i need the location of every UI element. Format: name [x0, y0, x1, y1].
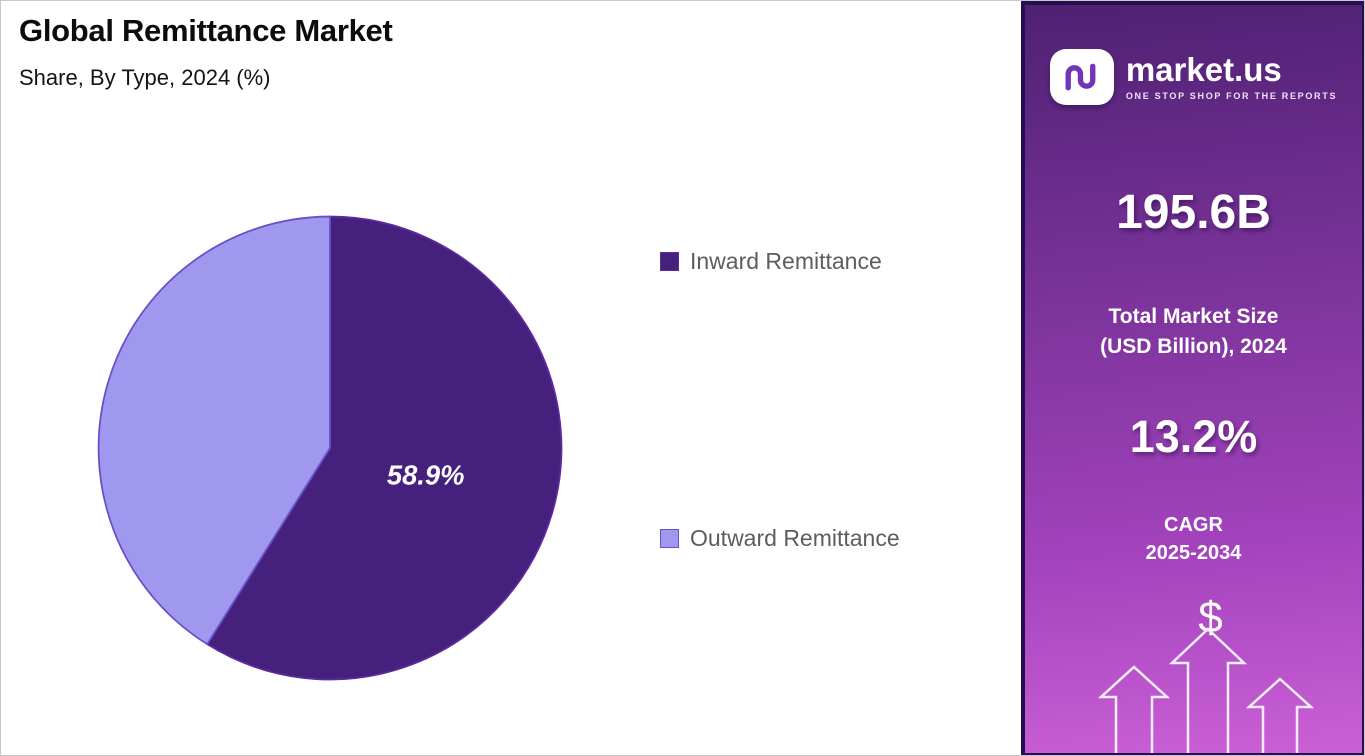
legend-swatch-outward [660, 529, 679, 548]
logo-wave-icon [1065, 63, 1096, 91]
brand-logo: market.us ONE STOP SHOP FOR THE REPORTS [1025, 49, 1362, 105]
stat-cagr-value: 13.2% [1129, 411, 1258, 462]
pie-slice-label-0: 58.9% [387, 459, 465, 490]
stat-cagr-label-line1: CAGR [1164, 514, 1223, 536]
legend-label-inward: Inward Remittance [690, 248, 882, 274]
brand-text: market.us ONE STOP SHOP FOR THE REPORTS [1126, 53, 1337, 101]
chart-area: Global Remittance Market Share, By Type,… [1, 1, 1021, 755]
brand-tagline: ONE STOP SHOP FOR THE REPORTS [1125, 91, 1338, 101]
legend-swatch-inward [660, 252, 679, 271]
stat-market-size-label-line1: Total Market Size [1108, 305, 1279, 328]
stat-market-size-value: 195.6B [1116, 186, 1271, 239]
page-title: Global Remittance Market [19, 13, 393, 48]
pie-slice-1 [97, 215, 331, 646]
chart-subtitle: Share, By Type, 2024 (%) [19, 65, 271, 90]
marketus-logo-icon [1049, 49, 1114, 105]
legend-item-outward: Outward Remittance [660, 525, 900, 552]
legend-label-outward: Outward Remittance [690, 525, 900, 551]
stat-market-size-label-line2: (USD Billion), 2024 [1100, 334, 1287, 358]
legend-item-inward: Inward Remittance [660, 248, 882, 275]
growth-arrows-icon [1097, 627, 1314, 753]
stat-cagr-label-line2: 2025-2034 [1145, 542, 1242, 565]
stat-market-size-label: Total Market Size (USD Billion), 2024 [1025, 302, 1362, 362]
stat-cagr-label: CAGR 2025-2034 [1025, 511, 1362, 568]
brand-name: market.us [1125, 51, 1282, 88]
pie-slice-0 [206, 215, 563, 681]
sidebar: market.us ONE STOP SHOP FOR THE REPORTS … [1021, 1, 1364, 755]
pie-chart: 58.9% [97, 215, 563, 681]
